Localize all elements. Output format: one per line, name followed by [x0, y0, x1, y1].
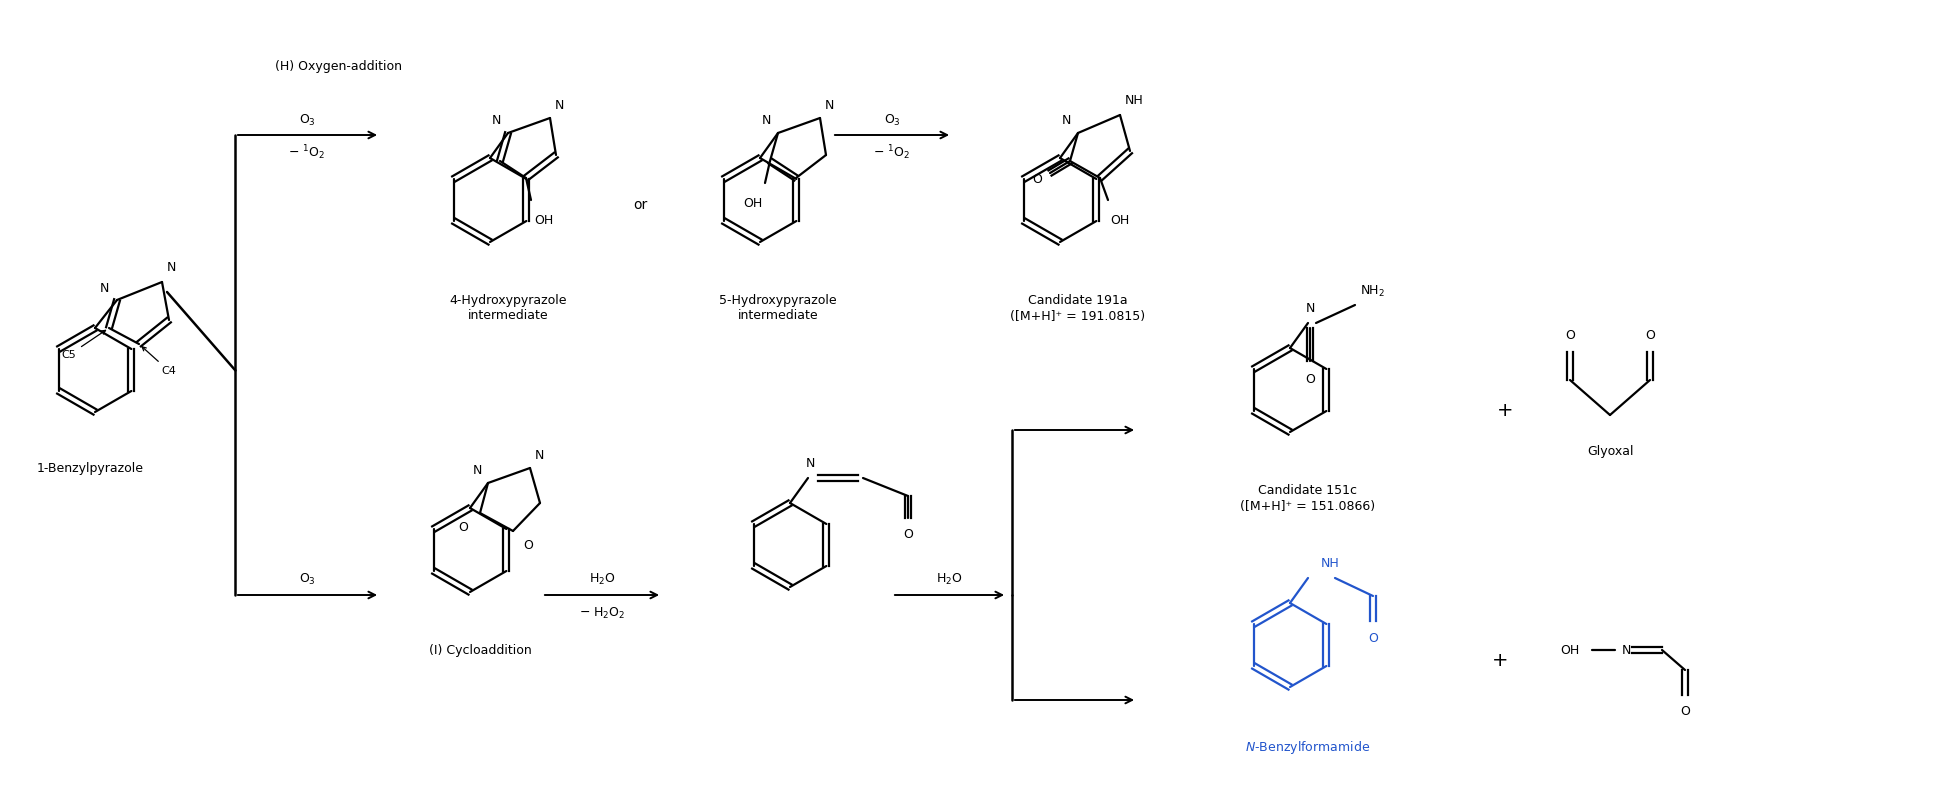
Text: O: O	[522, 539, 532, 552]
Text: O: O	[1565, 329, 1575, 342]
Text: (I) Cycloaddition: (I) Cycloaddition	[429, 644, 532, 657]
Text: N: N	[534, 449, 544, 462]
Text: O$_3$: O$_3$	[299, 571, 315, 587]
Text: O$_3$: O$_3$	[299, 112, 315, 127]
Text: +: +	[1491, 650, 1509, 669]
Text: Candidate 151c: Candidate 151c	[1258, 484, 1357, 497]
Text: N: N	[555, 99, 565, 112]
Text: NH: NH	[1321, 557, 1340, 570]
Text: OH: OH	[1559, 644, 1579, 657]
Text: O: O	[1031, 172, 1043, 186]
Text: (H) Oxygen-addition: (H) Oxygen-addition	[276, 60, 402, 73]
Text: N: N	[806, 457, 816, 470]
Text: N: N	[491, 114, 501, 127]
Text: O: O	[903, 528, 913, 541]
Text: N: N	[167, 261, 177, 274]
Text: $\it{N}$-Benzylformamide: $\it{N}$-Benzylformamide	[1245, 739, 1371, 756]
Text: OH: OH	[1111, 214, 1128, 227]
Text: NH: NH	[1124, 94, 1144, 107]
Text: C4: C4	[142, 346, 177, 376]
Text: $-$ $^1$O$_2$: $-$ $^1$O$_2$	[289, 144, 326, 162]
Text: N: N	[99, 282, 109, 295]
Text: N: N	[825, 99, 835, 112]
Text: N: N	[761, 114, 771, 127]
Text: H$_2$O: H$_2$O	[936, 571, 963, 587]
Text: H$_2$O: H$_2$O	[588, 571, 616, 587]
Text: O: O	[1680, 705, 1690, 718]
Text: N: N	[1305, 302, 1315, 315]
Text: N: N	[1062, 114, 1070, 127]
Text: O$_3$: O$_3$	[884, 112, 901, 127]
Text: 5-Hydroxypyrazole
intermediate: 5-Hydroxypyrazole intermediate	[719, 294, 837, 322]
Text: Glyoxal: Glyoxal	[1587, 445, 1633, 458]
Text: O: O	[458, 521, 468, 534]
Text: +: +	[1497, 400, 1513, 419]
Text: $-$ $^1$O$_2$: $-$ $^1$O$_2$	[874, 144, 911, 162]
Text: O: O	[1645, 329, 1655, 342]
Text: N: N	[472, 464, 482, 477]
Text: 4-Hydroxypyrazole
intermediate: 4-Hydroxypyrazole intermediate	[449, 294, 567, 322]
Text: ([M+H]⁺ = 151.0866): ([M+H]⁺ = 151.0866)	[1241, 500, 1375, 513]
Text: O: O	[1305, 373, 1315, 386]
Text: OH: OH	[742, 197, 761, 210]
Text: $-$ H$_2$O$_2$: $-$ H$_2$O$_2$	[579, 605, 625, 621]
Text: N: N	[1622, 644, 1631, 657]
Text: OH: OH	[534, 214, 553, 227]
Text: ([M+H]⁺ = 191.0815): ([M+H]⁺ = 191.0815)	[1010, 310, 1146, 323]
Text: O: O	[1367, 632, 1379, 645]
Text: or: or	[633, 198, 647, 212]
Text: Candidate 191a: Candidate 191a	[1027, 294, 1128, 307]
Text: C5: C5	[62, 331, 105, 360]
Text: NH$_2$: NH$_2$	[1359, 284, 1385, 299]
Text: 1-Benzylpyrazole: 1-Benzylpyrazole	[37, 462, 144, 475]
